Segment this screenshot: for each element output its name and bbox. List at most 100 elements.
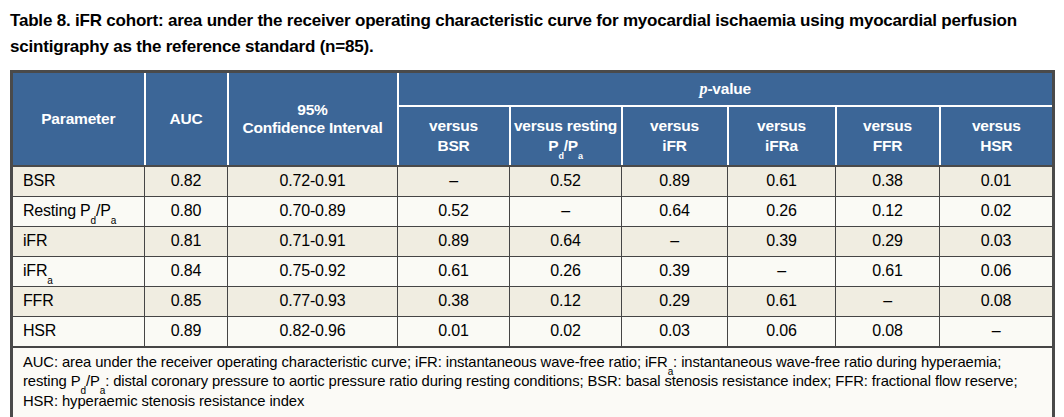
cell-auc: 0.89 bbox=[145, 316, 228, 347]
table-row-resting-pdpa: Resting Pd/Pa 0.80 0.70-0.89 0.52 – 0.64… bbox=[12, 196, 1054, 226]
cell-parameter: Resting Pd/Pa bbox=[12, 196, 145, 226]
cell-auc: 0.81 bbox=[145, 226, 228, 256]
pd-sub: d bbox=[558, 151, 563, 161]
param-sub: a bbox=[111, 215, 116, 226]
cell-ci: 0.71-0.91 bbox=[228, 226, 398, 256]
cell-p-vs-hsr: 0.01 bbox=[940, 166, 1054, 197]
versus-label: versus bbox=[401, 116, 507, 136]
cell-p-vs-ifra: 0.61 bbox=[728, 286, 836, 316]
versus-resting-label: versus resting bbox=[513, 116, 619, 136]
versus-ifr-label: iFR bbox=[625, 136, 725, 156]
cell-p-vs-ifra: – bbox=[728, 256, 836, 286]
header-ci-line2: Confidence Interval bbox=[231, 119, 395, 137]
table-header: Parameter AUC 95% Confidence Interval p-… bbox=[12, 71, 1054, 166]
table-row-hsr: HSR 0.89 0.82-0.96 0.01 0.02 0.03 0.06 0… bbox=[12, 316, 1054, 347]
header-pvalue-rest: -value bbox=[707, 80, 751, 97]
versus-hsr-label: HSR bbox=[943, 136, 1051, 156]
footnote-sub: a bbox=[100, 385, 105, 396]
cell-p-vs-ffr: 0.12 bbox=[836, 196, 940, 226]
pd-p: P bbox=[548, 137, 558, 154]
header-parameter-label: Parameter bbox=[41, 110, 115, 127]
cell-p-vs-ifra: 0.39 bbox=[728, 226, 836, 256]
cell-p-vs-bsr: 0.38 bbox=[398, 286, 510, 316]
versus-label: versus bbox=[731, 116, 833, 136]
cell-p-vs-bsr: – bbox=[398, 166, 510, 197]
table-row-ffr: FFR 0.85 0.77-0.93 0.38 0.12 0.29 0.61 –… bbox=[12, 286, 1054, 316]
cell-p-vs-resting: 0.02 bbox=[510, 316, 622, 347]
cell-p-vs-ifr: 0.89 bbox=[622, 166, 728, 197]
cell-p-vs-ifra: 0.26 bbox=[728, 196, 836, 226]
header-pvalue: p-value bbox=[398, 71, 1054, 106]
cell-p-vs-ifr: 0.39 bbox=[622, 256, 728, 286]
cell-auc: 0.84 bbox=[145, 256, 228, 286]
cell-p-vs-ffr: 0.61 bbox=[836, 256, 940, 286]
cell-p-vs-ffr: 0.08 bbox=[836, 316, 940, 347]
table-caption: Table 8. iFR cohort: area under the rece… bbox=[10, 8, 1022, 61]
versus-resting-pdpa-label: Pd/Pa bbox=[513, 136, 619, 156]
cell-p-vs-ifra: 0.61 bbox=[728, 166, 836, 197]
table-row-ifr: iFR 0.81 0.71-0.91 0.89 0.64 – 0.39 0.29… bbox=[12, 226, 1054, 256]
cell-p-vs-hsr: 0.02 bbox=[940, 196, 1054, 226]
cell-p-vs-hsr: – bbox=[940, 316, 1054, 347]
cell-p-vs-ifr: – bbox=[622, 226, 728, 256]
versus-bsr-label: BSR bbox=[401, 136, 507, 156]
param-text: Resting P bbox=[23, 202, 91, 219]
cell-auc: 0.82 bbox=[145, 166, 228, 197]
cell-p-vs-ifra: 0.06 bbox=[728, 316, 836, 347]
table-row-ifra: iFRa 0.84 0.75-0.92 0.61 0.26 0.39 – 0.6… bbox=[12, 256, 1054, 286]
cell-p-vs-resting: 0.12 bbox=[510, 286, 622, 316]
cell-parameter: FFR bbox=[12, 286, 145, 316]
header-confidence-interval: 95% Confidence Interval bbox=[228, 71, 398, 166]
footnote: AUC: area under the receiver operating c… bbox=[12, 347, 1054, 417]
footnote-sub: a bbox=[668, 366, 673, 377]
cell-p-vs-ffr: – bbox=[836, 286, 940, 316]
cell-parameter: BSR bbox=[12, 166, 145, 197]
cell-p-vs-ffr: 0.38 bbox=[836, 166, 940, 197]
header-versus-ifra: versus iFRa bbox=[728, 106, 836, 166]
header-auc: AUC bbox=[145, 71, 228, 166]
cell-p-vs-hsr: 0.08 bbox=[940, 286, 1054, 316]
cell-ci: 0.82-0.96 bbox=[228, 316, 398, 347]
cell-p-vs-resting: 0.64 bbox=[510, 226, 622, 256]
cell-ci: 0.75-0.92 bbox=[228, 256, 398, 286]
header-versus-ffr: versus FFR bbox=[836, 106, 940, 166]
cell-p-vs-bsr: 0.01 bbox=[398, 316, 510, 347]
page: Table 8. iFR cohort: area under the rece… bbox=[0, 0, 1064, 417]
header-versus-bsr: versus BSR bbox=[398, 106, 510, 166]
footnote-text: /P bbox=[86, 373, 100, 389]
cell-p-vs-bsr: 0.61 bbox=[398, 256, 510, 286]
cell-p-vs-resting: 0.52 bbox=[510, 166, 622, 197]
pa-sub: a bbox=[578, 151, 583, 161]
versus-label: versus bbox=[839, 116, 937, 136]
results-table: Parameter AUC 95% Confidence Interval p-… bbox=[10, 70, 1055, 417]
cell-p-vs-ifr: 0.64 bbox=[622, 196, 728, 226]
table-body: BSR 0.82 0.72-0.91 – 0.52 0.89 0.61 0.38… bbox=[12, 166, 1054, 347]
footnote-row: AUC: area under the receiver operating c… bbox=[12, 347, 1054, 417]
cell-auc: 0.80 bbox=[145, 196, 228, 226]
cell-p-vs-resting: – bbox=[510, 196, 622, 226]
header-versus-resting-pdpa: versus resting Pd/Pa bbox=[510, 106, 622, 166]
cell-p-vs-hsr: 0.06 bbox=[940, 256, 1054, 286]
header-versus-hsr: versus HSR bbox=[940, 106, 1054, 166]
cell-ci: 0.70-0.89 bbox=[228, 196, 398, 226]
cell-p-vs-ifr: 0.03 bbox=[622, 316, 728, 347]
cell-parameter: iFRa bbox=[12, 256, 145, 286]
versus-ifra-label: iFRa bbox=[731, 136, 833, 156]
table-row-bsr: BSR 0.82 0.72-0.91 – 0.52 0.89 0.61 0.38… bbox=[12, 166, 1054, 197]
cell-p-vs-bsr: 0.52 bbox=[398, 196, 510, 226]
footnote-sub: d bbox=[81, 385, 86, 396]
header-ci-line1: 95% bbox=[231, 101, 395, 119]
cell-p-vs-ifr: 0.29 bbox=[622, 286, 728, 316]
cell-parameter: HSR bbox=[12, 316, 145, 347]
cell-p-vs-bsr: 0.89 bbox=[398, 226, 510, 256]
cell-p-vs-ffr: 0.29 bbox=[836, 226, 940, 256]
cell-ci: 0.72-0.91 bbox=[228, 166, 398, 197]
cell-ci: 0.77-0.93 bbox=[228, 286, 398, 316]
versus-label: versus bbox=[625, 116, 725, 136]
param-text: /P bbox=[96, 202, 111, 219]
header-parameter: Parameter bbox=[12, 71, 145, 166]
footnote-text: : distal coronary pressure to aortic pre… bbox=[23, 373, 1017, 409]
cell-auc: 0.85 bbox=[145, 286, 228, 316]
pa-p: /P bbox=[564, 137, 578, 154]
cell-parameter: iFR bbox=[12, 226, 145, 256]
